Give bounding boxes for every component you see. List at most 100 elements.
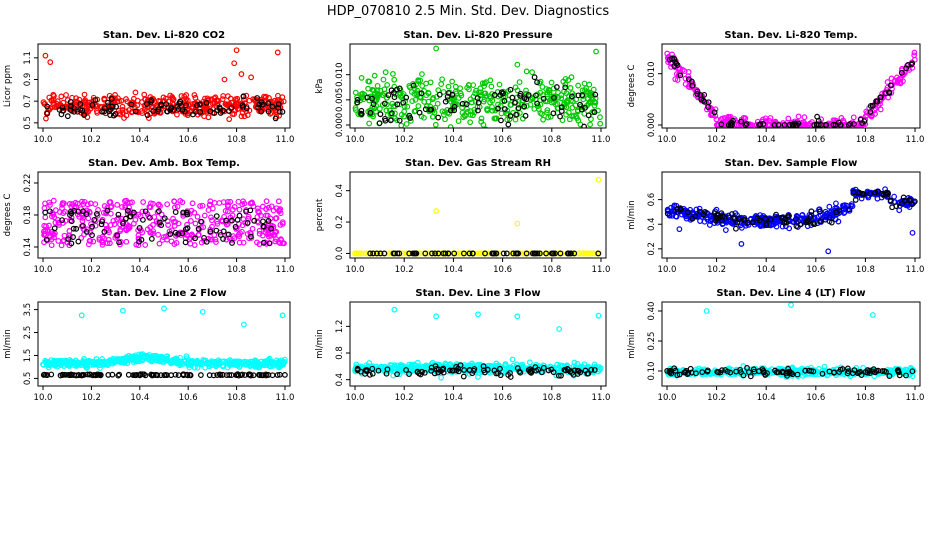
- data-point: [588, 366, 595, 373]
- data-point: [89, 223, 96, 230]
- data-point: [183, 209, 190, 216]
- data-point: [442, 250, 449, 257]
- data-point: [720, 220, 726, 227]
- data-point: [354, 99, 361, 106]
- data-point: [438, 374, 445, 381]
- data-point: [507, 113, 514, 119]
- data-point: [130, 209, 137, 216]
- data-point: [108, 96, 115, 102]
- data-point: [127, 199, 133, 206]
- data-point: [512, 116, 519, 123]
- data-point: [487, 127, 491, 128]
- data-point: [213, 239, 219, 245]
- data-point: [201, 234, 207, 241]
- data-point: [826, 214, 833, 221]
- data-point: [537, 78, 544, 85]
- data-point: [117, 221, 123, 228]
- data-point: [199, 361, 205, 368]
- data-point: [459, 100, 466, 107]
- data-point: [537, 89, 544, 96]
- data-point: [561, 366, 568, 373]
- data-point: [430, 94, 437, 101]
- data-point: [206, 202, 213, 208]
- data-point: [203, 100, 210, 106]
- data-point: [514, 220, 521, 227]
- data-point: [817, 218, 824, 225]
- data-point: [134, 102, 141, 109]
- data-point: [43, 372, 49, 378]
- data-point: [525, 92, 532, 98]
- data-point: [475, 107, 481, 114]
- data-point: [567, 84, 574, 91]
- data-point: [233, 47, 240, 54]
- x-tick-label: 10.0: [34, 265, 53, 275]
- data-point: [189, 200, 196, 207]
- y-tick-label: 0.5: [23, 372, 33, 386]
- data-point: [451, 107, 458, 114]
- data-point: [92, 201, 99, 208]
- x-tick-label: 10.8: [542, 265, 561, 275]
- series-reference: [354, 74, 599, 128]
- data-point: [132, 108, 139, 115]
- data-point: [852, 197, 859, 203]
- data-point: [62, 208, 68, 215]
- data-point: [447, 124, 454, 128]
- data-point: [694, 91, 701, 97]
- data-point: [107, 240, 113, 247]
- data-point: [219, 218, 226, 225]
- data-point: [475, 311, 481, 318]
- data-point: [63, 361, 70, 368]
- series-reference: [367, 250, 602, 257]
- data-point: [74, 211, 81, 218]
- x-tick-label: 11.0: [276, 135, 295, 145]
- data-point: [794, 371, 801, 378]
- data-point: [887, 197, 894, 204]
- data-point: [369, 95, 375, 102]
- data-point: [531, 250, 538, 257]
- data-point: [457, 362, 464, 369]
- data-point: [119, 103, 126, 110]
- data-point: [159, 237, 166, 243]
- y-tick-label: 1.1: [23, 51, 33, 65]
- data-point: [514, 313, 521, 320]
- data-point: [366, 120, 373, 127]
- data-point: [557, 362, 564, 369]
- data-point: [779, 369, 785, 376]
- data-point: [841, 202, 848, 209]
- data-point: [509, 94, 516, 101]
- data-point: [896, 207, 903, 214]
- data-point: [451, 96, 457, 103]
- data-point: [418, 368, 425, 375]
- y-tick-label: 0.010: [647, 62, 657, 86]
- data-point: [374, 91, 381, 98]
- x-tick-label: 11.0: [906, 265, 925, 275]
- data-point: [406, 371, 412, 377]
- points-layer: [664, 186, 918, 255]
- data-point: [388, 87, 395, 94]
- data-point: [558, 372, 564, 379]
- data-point: [711, 369, 718, 376]
- data-point: [869, 312, 876, 318]
- data-point: [396, 117, 403, 124]
- data-point: [841, 210, 847, 216]
- data-point: [433, 45, 440, 52]
- data-point: [544, 107, 551, 114]
- data-point: [376, 105, 383, 112]
- plot-frame: [349, 171, 607, 259]
- data-point: [528, 369, 535, 376]
- data-point: [168, 238, 175, 245]
- y-tick-label: 0.2: [335, 215, 345, 229]
- data-point: [451, 250, 458, 257]
- data-point: [484, 366, 491, 373]
- data-point: [136, 355, 142, 361]
- data-point: [155, 208, 162, 215]
- data-point: [467, 111, 474, 118]
- data-point: [102, 105, 108, 112]
- data-point: [742, 122, 749, 128]
- data-point: [704, 214, 711, 221]
- data-point: [677, 72, 684, 79]
- data-point: [377, 250, 384, 257]
- data-point: [79, 218, 86, 224]
- data-point: [903, 370, 910, 377]
